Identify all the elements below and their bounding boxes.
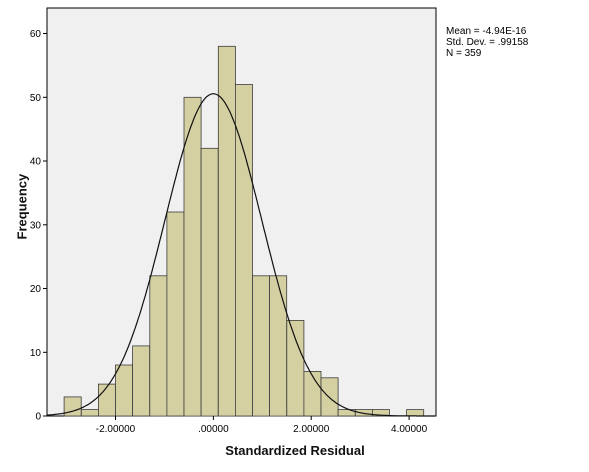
histogram-bar xyxy=(269,275,288,417)
histogram-bar xyxy=(166,211,185,417)
histogram-bar xyxy=(132,345,151,417)
histogram-bar xyxy=(286,319,305,417)
x-tick-label: -2.00000 xyxy=(96,424,136,435)
y-axis: 0 10 20 30 40 50 60 xyxy=(30,29,47,423)
x-tick-label: 2.00000 xyxy=(293,424,330,435)
histogram-bar xyxy=(80,409,99,417)
normal-curve xyxy=(46,93,436,417)
y-tick-label: 0 xyxy=(35,412,41,423)
x-tick-label: .00000 xyxy=(198,424,229,435)
y-tick-label: 50 xyxy=(30,93,42,104)
bars-group xyxy=(63,45,425,417)
histogram-bar xyxy=(252,275,271,417)
histogram-bar xyxy=(217,45,236,417)
histogram-bar xyxy=(149,275,168,417)
std-dev-label: Std. Dev. = .99158 xyxy=(446,37,529,48)
mean-label: Mean = -4.94E-16 xyxy=(446,26,527,37)
histogram-bar xyxy=(406,409,425,417)
y-tick-label: 30 xyxy=(30,220,42,231)
x-axis-title: Standardized Residual xyxy=(225,443,365,458)
x-tick-label: 4.00000 xyxy=(391,424,428,435)
histogram-bar xyxy=(303,370,322,417)
histogram-bar xyxy=(63,396,82,417)
histogram-bar xyxy=(115,364,134,417)
histogram-bar xyxy=(98,383,116,417)
n-label: N = 359 xyxy=(446,48,482,59)
y-tick-label: 60 xyxy=(30,29,42,40)
histogram-bar xyxy=(183,96,202,417)
y-tick-label: 20 xyxy=(30,284,42,295)
histogram-bar xyxy=(371,409,390,417)
histogram-bar xyxy=(200,147,219,417)
stats-box: Mean = -4.94E-16 Std. Dev. = .99158 N = … xyxy=(446,26,528,59)
y-tick-label: 40 xyxy=(30,157,42,168)
y-tick-label: 10 xyxy=(30,348,42,359)
y-axis-title: Frequency xyxy=(14,173,30,240)
x-axis: -2.00000 .00000 2.00000 4.00000 xyxy=(96,416,428,435)
